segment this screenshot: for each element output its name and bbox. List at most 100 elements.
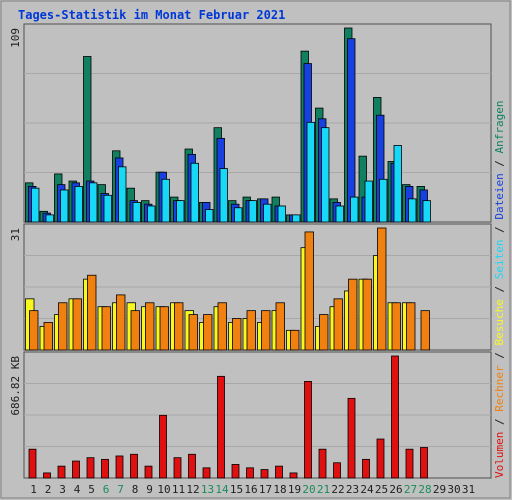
bar-visits-rechner-day-14 xyxy=(217,302,227,351)
bar-visits-rechner-day-8 xyxy=(130,310,140,351)
ytick-label-volume: 686.82 KB xyxy=(9,356,22,416)
bar-requests-seiten-day-28 xyxy=(422,200,431,223)
bar-volume-volumen-day-12 xyxy=(188,453,196,479)
bar-visits-rechner-day-11 xyxy=(174,302,184,351)
xtick-label-day-19: 19 xyxy=(288,483,301,496)
xtick-label-day-21: 21 xyxy=(317,483,330,496)
bar-volume-volumen-day-6 xyxy=(101,458,109,479)
xtick-label-day-17: 17 xyxy=(259,483,272,496)
bar-visits-rechner-day-23 xyxy=(348,278,358,351)
bar-visits-rechner-day-22 xyxy=(333,298,343,351)
bar-volume-volumen-day-13 xyxy=(202,467,211,479)
xtick-label-day-8: 8 xyxy=(132,483,139,496)
legend-entry-volumen: Volumen xyxy=(493,432,506,478)
bar-visits-rechner-day-15 xyxy=(232,318,242,351)
bar-requests-seiten-day-15 xyxy=(234,207,243,223)
bar-requests-seiten-day-8 xyxy=(132,202,141,223)
bar-requests-seiten-day-10 xyxy=(161,178,170,223)
xtick-label-day-13: 13 xyxy=(201,483,214,496)
bar-visits-rechner-day-20 xyxy=(304,231,314,351)
bar-requests-seiten-day-5 xyxy=(89,182,98,223)
bar-volume-volumen-day-10 xyxy=(159,414,167,479)
xtick-label-day-7: 7 xyxy=(117,483,124,496)
ytick-label-visits: 31 xyxy=(9,228,22,241)
bar-volume-volumen-day-7 xyxy=(115,455,124,479)
legend-separator: / xyxy=(493,153,506,173)
bar-volume-volumen-day-5 xyxy=(86,457,95,479)
chart-title: Tages-Statistik im Monat Februar 2021 xyxy=(18,8,286,22)
xtick-label-day-25: 25 xyxy=(375,483,388,496)
xtick-label-day-4: 4 xyxy=(74,483,81,496)
bar-visits-rechner-day-12 xyxy=(188,314,198,351)
xtick-label-day-15: 15 xyxy=(230,483,243,496)
xtick-label-day-24: 24 xyxy=(360,483,374,496)
bar-requests-seiten-day-18 xyxy=(277,205,286,223)
bar-visits-rechner-day-27 xyxy=(406,302,416,351)
bar-visits-rechner-day-5 xyxy=(87,274,97,351)
xtick-label-day-28: 28 xyxy=(418,483,431,496)
bar-requests-seiten-day-14 xyxy=(219,168,228,223)
bar-visits-rechner-day-16 xyxy=(246,310,256,351)
bar-visits-rechner-day-4 xyxy=(72,298,82,351)
bar-requests-seiten-day-12 xyxy=(190,162,199,223)
bar-requests-seiten-day-24 xyxy=(364,180,373,223)
bar-visits-rechner-day-13 xyxy=(203,314,213,351)
bar-requests-seiten-day-13 xyxy=(205,209,214,223)
bar-requests-seiten-day-23 xyxy=(350,196,359,223)
xtick-label-day-30: 30 xyxy=(447,483,460,496)
bar-volume-volumen-day-18 xyxy=(275,465,283,479)
bar-requests-seiten-day-11 xyxy=(176,200,185,223)
xtick-label-day-10: 10 xyxy=(157,483,170,496)
bar-requests-seiten-day-3 xyxy=(60,189,69,223)
xtick-label-day-26: 26 xyxy=(389,483,402,496)
bar-volume-volumen-day-17 xyxy=(260,469,269,479)
bar-visits-rechner-day-19 xyxy=(290,329,300,351)
bar-volume-volumen-day-27 xyxy=(405,448,414,479)
bar-volume-volumen-day-3 xyxy=(57,465,66,479)
bar-volume-volumen-day-28 xyxy=(420,447,428,479)
xtick-label-day-2: 2 xyxy=(45,483,52,496)
bar-requests-seiten-day-9 xyxy=(147,205,156,223)
xtick-label-day-31: 31 xyxy=(462,483,475,496)
xtick-label-day-6: 6 xyxy=(103,483,110,496)
bar-volume-volumen-day-19 xyxy=(289,472,298,479)
bar-volume-volumen-day-14 xyxy=(217,375,225,479)
xtick-label-day-5: 5 xyxy=(88,483,95,496)
xtick-label-day-12: 12 xyxy=(186,483,199,496)
bar-requests-seiten-day-17 xyxy=(263,203,272,223)
xtick-label-day-3: 3 xyxy=(59,483,66,496)
bar-volume-volumen-day-8 xyxy=(130,453,138,479)
xtick-label-day-23: 23 xyxy=(346,483,359,496)
bar-volume-volumen-day-16 xyxy=(246,467,254,479)
bar-visits-rechner-day-6 xyxy=(101,306,111,351)
bar-visits-rechner-day-2 xyxy=(43,322,53,351)
bar-requests-seiten-day-2 xyxy=(45,214,54,223)
bar-volume-volumen-day-20 xyxy=(304,381,312,479)
bar-requests-seiten-day-20 xyxy=(306,121,315,223)
legend-separator: / xyxy=(493,279,506,299)
bar-requests-seiten-day-6 xyxy=(103,194,112,223)
bar-visits-rechner-day-26 xyxy=(391,302,401,351)
legend-entry-rechner: Rechner xyxy=(493,365,506,412)
bar-visits-rechner-day-24 xyxy=(362,278,372,351)
legend-entry-seiten: Seiten xyxy=(493,240,506,280)
bar-requests-seiten-day-16 xyxy=(248,200,257,223)
bar-requests-seiten-day-27 xyxy=(408,198,417,223)
xtick-label-day-22: 22 xyxy=(331,483,344,496)
bar-volume-volumen-day-26 xyxy=(391,355,399,479)
ytick-label-requests: 109 xyxy=(9,28,22,48)
xtick-label-day-29: 29 xyxy=(433,483,446,496)
bar-requests-seiten-day-22 xyxy=(335,205,344,223)
xtick-label-day-20: 20 xyxy=(302,483,315,496)
bar-volume-volumen-day-22 xyxy=(333,462,341,479)
bar-requests-seiten-day-19 xyxy=(292,214,301,223)
legend-separator: / xyxy=(493,412,506,432)
xtick-label-day-1: 1 xyxy=(30,483,37,496)
bar-requests-seiten-day-4 xyxy=(74,185,83,223)
bar-volume-volumen-day-4 xyxy=(72,460,80,479)
bar-visits-rechner-day-7 xyxy=(116,294,126,351)
bar-visits-rechner-day-1 xyxy=(29,310,39,351)
bar-requests-seiten-day-7 xyxy=(118,166,127,223)
legend-separator: / xyxy=(493,346,506,366)
